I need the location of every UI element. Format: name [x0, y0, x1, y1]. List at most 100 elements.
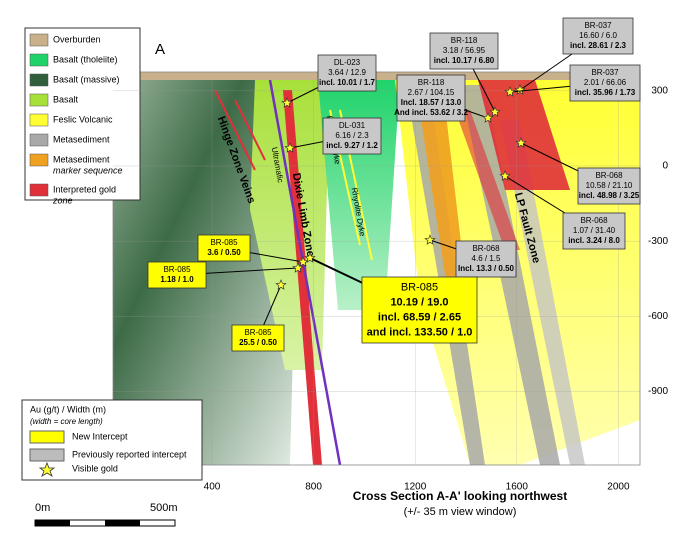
visible-gold: [504, 86, 516, 97]
legend-swatch: [29, 73, 49, 87]
reported-intercept-box: [429, 32, 499, 70]
key-title: Au (g/t) / Width (m): [30, 404, 106, 414]
legend-label: zone: [52, 195, 73, 205]
x-tick-label: 2000: [607, 482, 630, 493]
intercept-value: incl. 3.24 / 8.0: [568, 236, 620, 245]
hole-id: BR-037: [584, 21, 612, 30]
y-tick-label: -600: [648, 311, 668, 322]
intercept-value: 2.01 / 66.06: [584, 78, 627, 87]
key-note: (width = core length): [30, 417, 103, 426]
reported-intercept-box: [562, 17, 634, 55]
legend-label: Metasediment: [53, 154, 110, 164]
visible-gold: [281, 97, 293, 108]
legend-swatch: [29, 113, 49, 127]
intercept-value: incl. 10.01 / 1.7: [319, 78, 376, 87]
hole-id: BR-068: [595, 171, 623, 180]
key-label: Visible gold: [72, 463, 118, 473]
legend-swatch: [29, 93, 49, 107]
visible-gold: [424, 234, 436, 245]
scale-label: 500m: [150, 502, 178, 514]
intercept-value: 2.67 / 104.15: [408, 88, 455, 97]
legend: Overburden Basalt (tholeiite) Basalt (mass…: [24, 27, 141, 205]
intercept-value: Incl. 13.3 / 0.50: [458, 264, 515, 273]
intercept-value: 3.18 / 56.95: [443, 46, 486, 55]
hole-id: DL-031: [339, 121, 366, 130]
visible-gold: [515, 137, 527, 148]
visible-gold: [284, 142, 296, 153]
reported-intercept-box: [322, 117, 382, 155]
visible-gold: [297, 256, 309, 267]
legend-label: Basalt (massive): [53, 74, 120, 84]
visible-gold: [482, 112, 494, 123]
legend-label: Feslic Volcanic: [53, 114, 113, 124]
intercept-value: 3.6 / 0.50: [207, 248, 241, 257]
legend-swatch: [29, 133, 49, 147]
visible-gold: [275, 279, 287, 290]
x-tick-label: 800: [305, 482, 322, 493]
section-end-label: A: [155, 41, 165, 58]
scale-bar: 0m 500m: [34, 502, 178, 527]
new-intercept-box: [197, 234, 251, 262]
legend-swatch: [29, 153, 49, 167]
new-intercept-box: [147, 261, 207, 289]
hole-id: BR-085: [163, 265, 191, 274]
intercept-value: 25.5 / 0.50: [239, 338, 277, 347]
y-tick-label: -300: [648, 236, 668, 247]
hole-id: BR-085: [210, 238, 238, 247]
hole-id: BR-068: [472, 244, 500, 253]
section-title: Cross Section A-A' looking northwest: [353, 489, 567, 503]
hole-id: BR-085: [244, 328, 272, 337]
intercept-value: incl. 68.59 / 2.65: [378, 311, 461, 323]
intercept-value: And incl. 53.62 / 3.2: [394, 108, 468, 117]
intercept-value: and incl. 133.50 / 1.0: [367, 326, 473, 338]
y-tick-label: -900: [648, 386, 668, 397]
reported-intercept-box: [317, 54, 377, 92]
hole-id: BR-118: [418, 78, 445, 87]
intercept-value: incl. 10.17 / 6.80: [434, 56, 495, 65]
legend-label: Basalt: [53, 94, 79, 104]
legend-label: Metasediment: [53, 134, 110, 144]
intercept-value: Incl. 18.57 / 13.0: [401, 98, 462, 107]
new-intercept-box: [231, 324, 285, 352]
reported-intercept-box: [569, 64, 641, 102]
reported-intercept-box: [577, 167, 641, 205]
intercept-value: incl. 9.27 / 1.2: [326, 141, 378, 150]
intercept-value: 10.58 / 21.10: [586, 181, 633, 190]
intercept-value: 1.07 / 31.40: [573, 226, 616, 235]
legend-label: Basalt (tholeiite): [53, 54, 118, 64]
reported-intercept-box: [396, 74, 466, 122]
x-tick-label: 1600: [506, 482, 529, 493]
legend-swatch: [29, 183, 49, 197]
intercept-value: incl. 48.98 / 3.25: [579, 191, 640, 200]
new-intercept-box: [361, 276, 478, 344]
section-subtitle: (+/- 35 m view window): [404, 506, 517, 518]
y-tick-label: 300: [651, 85, 668, 96]
intercept-value: 6.16 / 2.3: [335, 131, 369, 140]
reported-intercept-box: [455, 240, 517, 278]
intercept-value: 3.64 / 12.9: [328, 68, 366, 77]
visible-gold: [489, 106, 501, 117]
hole-id: DL-023: [334, 58, 361, 67]
legend-swatch: [29, 53, 49, 67]
intercept-value: incl. 28.61 / 2.3: [570, 41, 627, 50]
x-tick-label: 1200: [404, 482, 427, 493]
visible-gold: [499, 170, 511, 181]
x-tick-label: 400: [204, 482, 221, 493]
intercept-value: incl. 35.96 / 1.73: [575, 88, 636, 97]
legend-label: Overburden: [53, 34, 101, 44]
hole-id: BR-118: [451, 36, 478, 45]
hole-id: BR-068: [580, 216, 608, 225]
legend-label: Interpreted gold: [53, 184, 116, 194]
hole-id: BR-085: [401, 281, 438, 293]
visible-gold: [292, 262, 304, 273]
hole-id: BR-037: [591, 68, 619, 77]
plot-frame: [112, 71, 641, 466]
visible-gold: [514, 84, 526, 95]
legend-label: marker sequence: [53, 165, 123, 175]
intercept-value: 1.18 / 1.0: [160, 275, 194, 284]
visible-gold: [304, 252, 316, 263]
intercept-value: 10.19 / 19.0: [390, 296, 448, 308]
intercept-value: 4.6 / 1.5: [472, 254, 501, 263]
intercept-value: 16.60 / 6.0: [579, 31, 617, 40]
y-tick-label: 0: [662, 161, 668, 172]
